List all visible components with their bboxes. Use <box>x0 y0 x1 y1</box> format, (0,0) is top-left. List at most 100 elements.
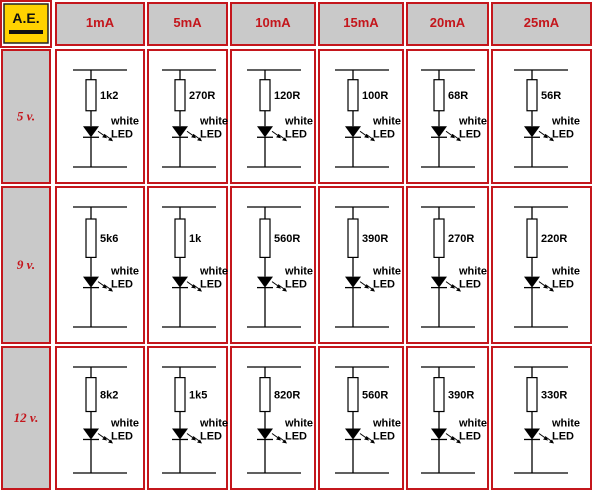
led-label-line2: LED <box>373 430 395 442</box>
resistor-value: 100R <box>362 90 388 102</box>
led-label-line2: LED <box>285 430 307 442</box>
resistor-value: 56R <box>541 90 561 102</box>
light-arrow-icon <box>445 130 461 142</box>
row-header <box>1 346 51 490</box>
resistor-symbol <box>347 79 359 112</box>
resistor-symbol <box>433 218 445 259</box>
light-arrow-icon <box>538 130 554 142</box>
cell-frame <box>147 346 228 490</box>
led-symbol <box>83 276 99 288</box>
resistor-value: 560R <box>362 390 388 402</box>
resistor-value: 390R <box>362 233 388 245</box>
led-label-line1: white <box>284 417 313 429</box>
column-header <box>406 2 489 46</box>
light-arrow-icon <box>538 433 554 444</box>
led-label-line2: LED <box>200 430 222 442</box>
led-symbol <box>257 126 273 138</box>
led-label-line2: LED <box>200 128 222 140</box>
resistor-symbol <box>526 377 538 413</box>
cell-frame <box>318 186 404 344</box>
led-label-line2: LED <box>285 128 307 140</box>
led-symbol <box>524 126 540 138</box>
resistor-value: 820R <box>274 390 300 402</box>
resistor-value: 5k6 <box>100 233 118 245</box>
light-arrow-icon <box>445 433 461 444</box>
led-symbol <box>257 276 273 288</box>
led-symbol <box>83 126 99 138</box>
resistor-value: 68R <box>448 90 468 102</box>
resistor-value: 330R <box>541 390 567 402</box>
led-symbol <box>431 428 447 440</box>
light-arrow-icon <box>97 433 113 444</box>
resistor-symbol <box>85 79 97 112</box>
cell-frame <box>230 346 316 490</box>
led-label-line2: LED <box>552 128 574 140</box>
logo-text: A.E. <box>12 10 39 26</box>
cell-frame <box>55 346 145 490</box>
cell-frame <box>406 346 489 490</box>
column-header-label: 20mA <box>430 15 466 30</box>
resistor-value: 1k2 <box>100 90 118 102</box>
row-header <box>1 186 51 344</box>
led-label-line1: white <box>110 115 139 127</box>
light-arrow-icon <box>359 130 375 142</box>
resistor-symbol <box>259 377 271 413</box>
light-arrow-icon <box>445 281 461 292</box>
row-header-label: 12 v. <box>14 410 39 425</box>
led-label-line1: white <box>199 417 228 429</box>
led-label-line1: white <box>110 417 139 429</box>
led-label-line2: LED <box>373 128 395 140</box>
led-label-line1: white <box>458 115 487 127</box>
led-label-line1: white <box>551 115 580 127</box>
resistor-symbol <box>526 218 538 259</box>
resistor-value: 220R <box>541 233 567 245</box>
light-arrow-icon <box>97 130 113 142</box>
column-header <box>230 2 316 46</box>
led-label-line1: white <box>110 266 139 278</box>
light-arrow-icon <box>97 281 113 292</box>
cell-frame <box>230 186 316 344</box>
led-label-line2: LED <box>459 279 481 291</box>
cell-frame <box>55 186 145 344</box>
light-arrow-icon <box>271 130 287 142</box>
light-arrow-icon <box>186 281 202 292</box>
led-symbol <box>345 126 361 138</box>
led-symbol <box>431 126 447 138</box>
led-label-line1: white <box>458 266 487 278</box>
light-arrow-icon <box>271 281 287 292</box>
resistor-symbol <box>174 79 186 112</box>
resistor-symbol <box>85 218 97 259</box>
led-symbol <box>524 428 540 440</box>
resistor-symbol <box>85 377 97 413</box>
resistor-symbol <box>174 218 186 259</box>
led-symbol <box>83 428 99 440</box>
light-arrow-icon <box>186 130 202 142</box>
column-header <box>318 2 404 46</box>
row-header-label: 5 v. <box>17 109 35 124</box>
cell-frame <box>406 49 489 184</box>
column-header-label: 15mA <box>343 15 379 30</box>
column-header-label: 5mA <box>173 15 202 30</box>
column-header <box>147 2 228 46</box>
light-arrow-icon <box>271 433 287 444</box>
led-label-line2: LED <box>111 430 133 442</box>
led-label-line2: LED <box>459 128 481 140</box>
resistor-value: 390R <box>448 390 474 402</box>
resistor-symbol <box>526 79 538 112</box>
led-label-line2: LED <box>373 279 395 291</box>
light-arrow-icon <box>359 433 375 444</box>
led-label-line2: LED <box>285 279 307 291</box>
